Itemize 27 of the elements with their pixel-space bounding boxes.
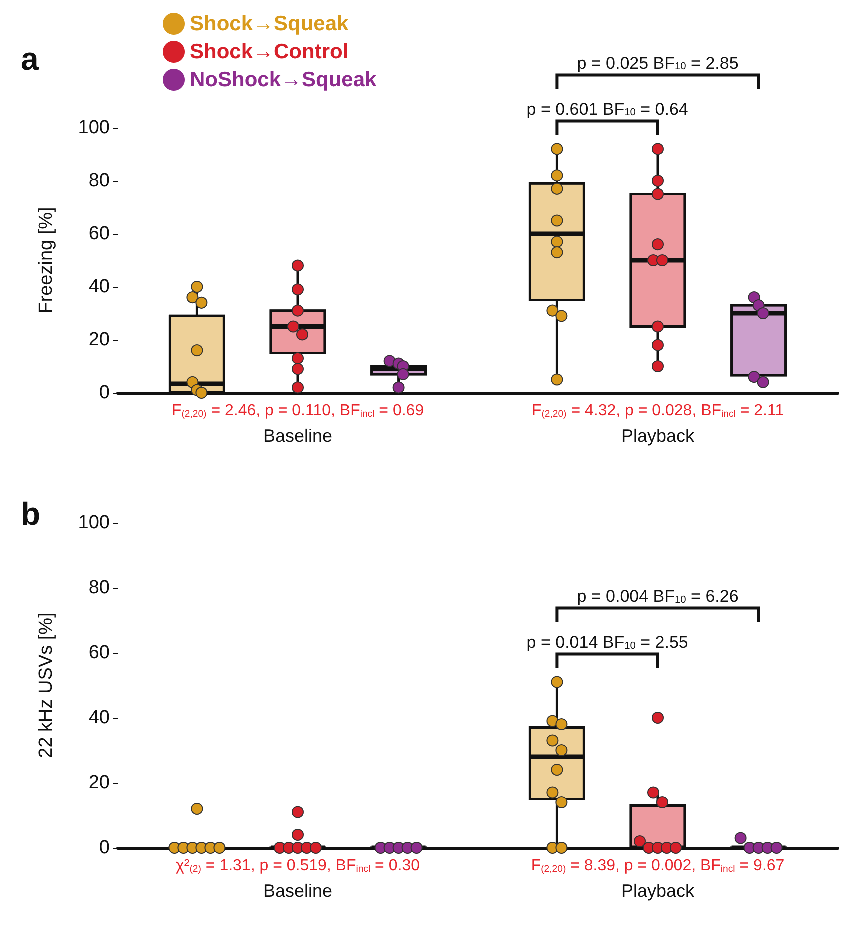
text: p = 0.025 BF10 = 2.85 — [577, 54, 739, 73]
y-tick-label: 100 — [78, 118, 110, 138]
y-tick-label: 20 — [88, 330, 110, 350]
annotation: p = 0.004 BF10 = 6.26 — [577, 586, 739, 606]
chart-title: b — [21, 496, 41, 532]
chart-title: a — [21, 41, 39, 77]
y-tick-label: 80 — [88, 170, 110, 192]
y-tick-label: 80 — [88, 578, 110, 598]
y-tick-label: 60 — [88, 224, 110, 244]
y-tick-label: 40 — [88, 708, 110, 728]
x-tick-label: Playback — [621, 426, 696, 446]
y-axis-title: 22 kHz USVs [%] — [36, 612, 57, 758]
legend-label: Shock→Control — [190, 40, 349, 64]
annotation: p = 0.014 BF10 = 2.55 — [526, 632, 688, 652]
y-tick-label: 0 — [99, 838, 110, 858]
x-tick-label: Baseline — [263, 881, 333, 901]
text: p = 0.601 BF10 = 0.64 — [526, 100, 688, 119]
x-tick-label: Baseline — [263, 426, 333, 446]
y-axis-title: Freezing [%] — [36, 207, 57, 314]
y-tick-label: 20 — [88, 772, 110, 794]
legend-label: Shock→Squeak — [190, 12, 350, 36]
y-tick-label: 40 — [88, 276, 110, 298]
legend-label: NoShock→Squeak — [190, 68, 378, 92]
x-tick-label: Playback — [621, 881, 696, 901]
y-tick-label: 0 — [99, 382, 110, 404]
y-tick-label: 100 — [78, 512, 110, 534]
y-tick-label: 60 — [88, 642, 110, 664]
